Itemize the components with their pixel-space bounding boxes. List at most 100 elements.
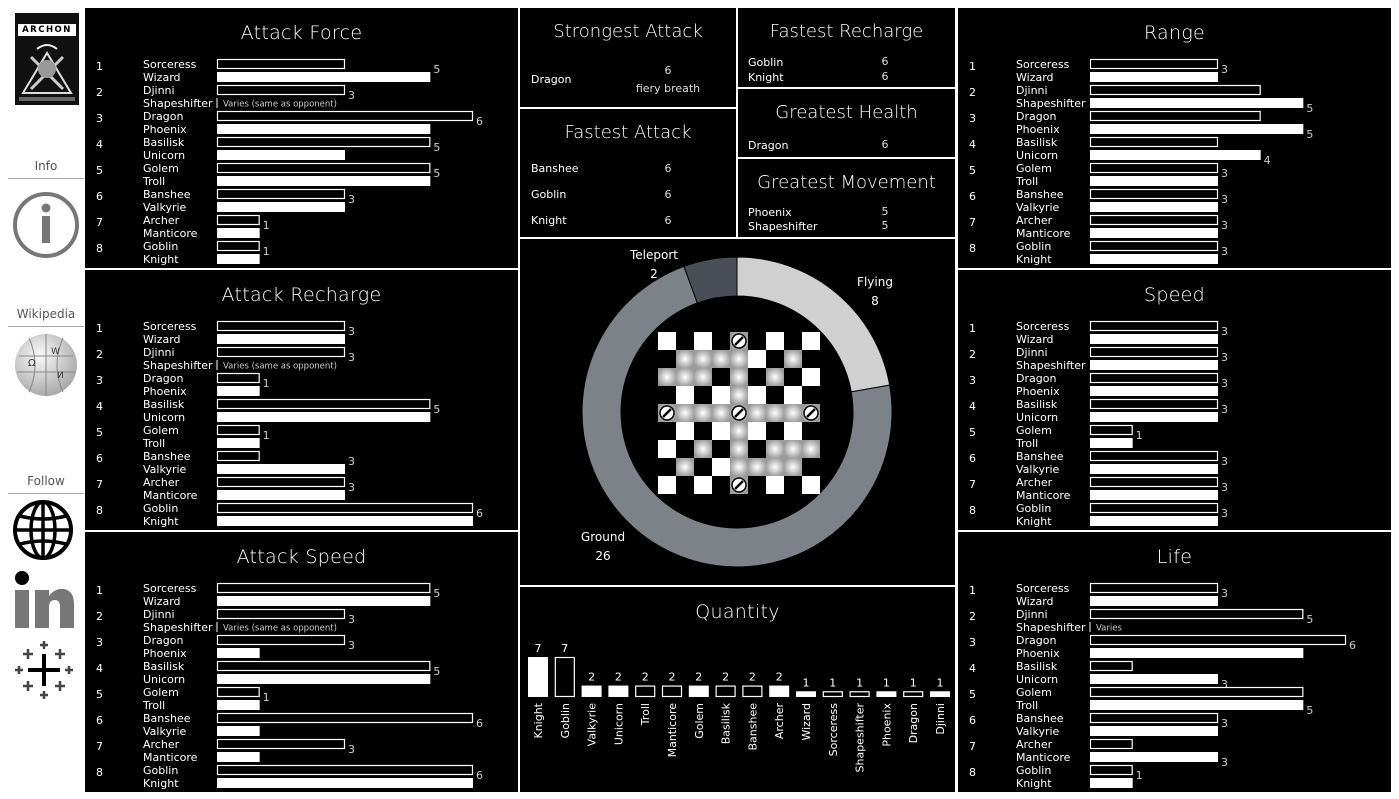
quantity-value-label: 7 [561,642,568,655]
bar-dark-side [1090,202,1218,212]
wikipedia-globe-icon[interactable]: Ω W И [11,332,81,398]
rank-label: 3 [96,636,103,649]
quantity-bar [876,691,897,697]
board-square [676,386,694,404]
creature-label: Shapeshifter [1016,97,1086,110]
bar-dark-side [217,596,431,606]
bar-dark-side [217,228,260,238]
quantity-category-label: Goblin [559,703,572,738]
quantity-bar [796,691,816,697]
movement-type-panel: Flying 8 Ground 26 Teleport 2 [520,239,955,585]
creature-label: Knight [1016,515,1052,528]
quantity-category-label: Dragon [907,703,920,743]
value-label: 3 [348,481,355,494]
creature-label: Banshee [143,188,191,201]
board-square [694,332,712,350]
value-label: 3 [1221,678,1228,691]
value-label: 3 [1221,167,1228,180]
creature-label: Knight [143,777,179,790]
bar-light-side [1089,84,1261,96]
donut-slice [683,256,738,304]
greatest-movement-panel: Greatest Movement Phoenix 5 Shapeshifter… [738,159,955,237]
stat-value: 5 [881,219,889,232]
creature-label: Djinni [143,608,175,621]
bar-light-side [216,84,346,96]
rank-label: 4 [96,400,103,413]
creature-label: Manticore [143,751,198,764]
greatest-health-title: Greatest Health [775,102,918,123]
value-label: 3 [1221,587,1228,600]
creature-label: Valkyrie [1016,725,1060,738]
quantity-value-label: 2 [749,671,756,684]
slice-value: 26 [595,549,610,563]
fastest-attack-title: Fastest Attack [564,122,692,143]
quantity-value-label: 1 [803,676,810,689]
quantity-bar [903,691,924,698]
linkedin-icon[interactable] [12,568,76,630]
quantity-bar [822,691,843,698]
bar-dark-side [217,412,431,422]
bar-light-side [1089,634,1347,646]
stat-name: Dragon [531,73,572,86]
quantity-category-label: Wizard [800,703,813,741]
board-square [784,350,802,368]
bar-dark-side [217,752,260,762]
board-square [748,422,766,440]
creature-label: Shapeshifter [143,359,213,372]
creature-label: Golem [143,424,179,437]
bar-dark-side [1090,438,1133,448]
rank-label: 6 [969,190,976,203]
stat-name: Goblin [531,188,567,201]
rank-label: 7 [96,216,103,229]
creature-label: Valkyrie [1016,201,1060,214]
board-square [766,458,784,476]
value-label: 6 [1349,639,1356,652]
bar-dark-side [217,648,260,658]
stat-name: Banshee [531,162,579,175]
rank-label: 6 [969,714,976,727]
tableau-icon[interactable] [14,640,74,700]
bar-light-side [216,58,346,70]
board-square [748,386,766,404]
bar-dark-side [1090,752,1218,762]
attack-recharge-title: Attack Recharge [221,284,382,306]
creature-label: Valkyrie [1016,463,1060,476]
slice-value: 8 [871,294,879,308]
board-square [802,350,820,368]
quantity-value-label: 1 [883,676,890,689]
globe-icon[interactable] [12,499,74,561]
board-square [676,332,694,350]
bar-light-side [216,502,474,514]
attack-force-title: Attack Force [240,22,363,44]
creature-label: Troll [142,175,165,188]
rank-label: 7 [969,216,976,229]
quantity-title: Quantity [695,601,780,623]
rank-label: 1 [969,322,976,335]
creature-label: Knight [143,515,179,528]
board-square [802,368,820,386]
bar-light-side [216,634,346,646]
creature-label: Dragon [143,372,183,385]
bar-dark-side [1090,386,1218,396]
board-square [712,332,730,350]
wikipedia-label: Wikipedia [16,307,76,321]
archon-logo[interactable]: ARCHON [15,13,79,105]
board-square [748,458,766,476]
varies-note: Varies [1096,624,1122,634]
value-label: 3 [348,351,355,364]
bar-dark-side [1090,98,1304,108]
bar-dark-side [1090,176,1218,186]
bar-dark-side [217,464,345,474]
quantity-category-label: Sorceress [827,703,840,757]
bar-light-side [216,110,474,122]
creature-label: Archer [1016,738,1053,751]
creature-label: Troll [142,437,165,450]
board-square [766,476,784,494]
value-label: 3 [1221,245,1228,258]
rank-label: 8 [96,242,103,255]
creature-label: Phoenix [1016,123,1060,136]
bar-light-side [1089,162,1219,174]
info-icon[interactable] [12,191,80,259]
